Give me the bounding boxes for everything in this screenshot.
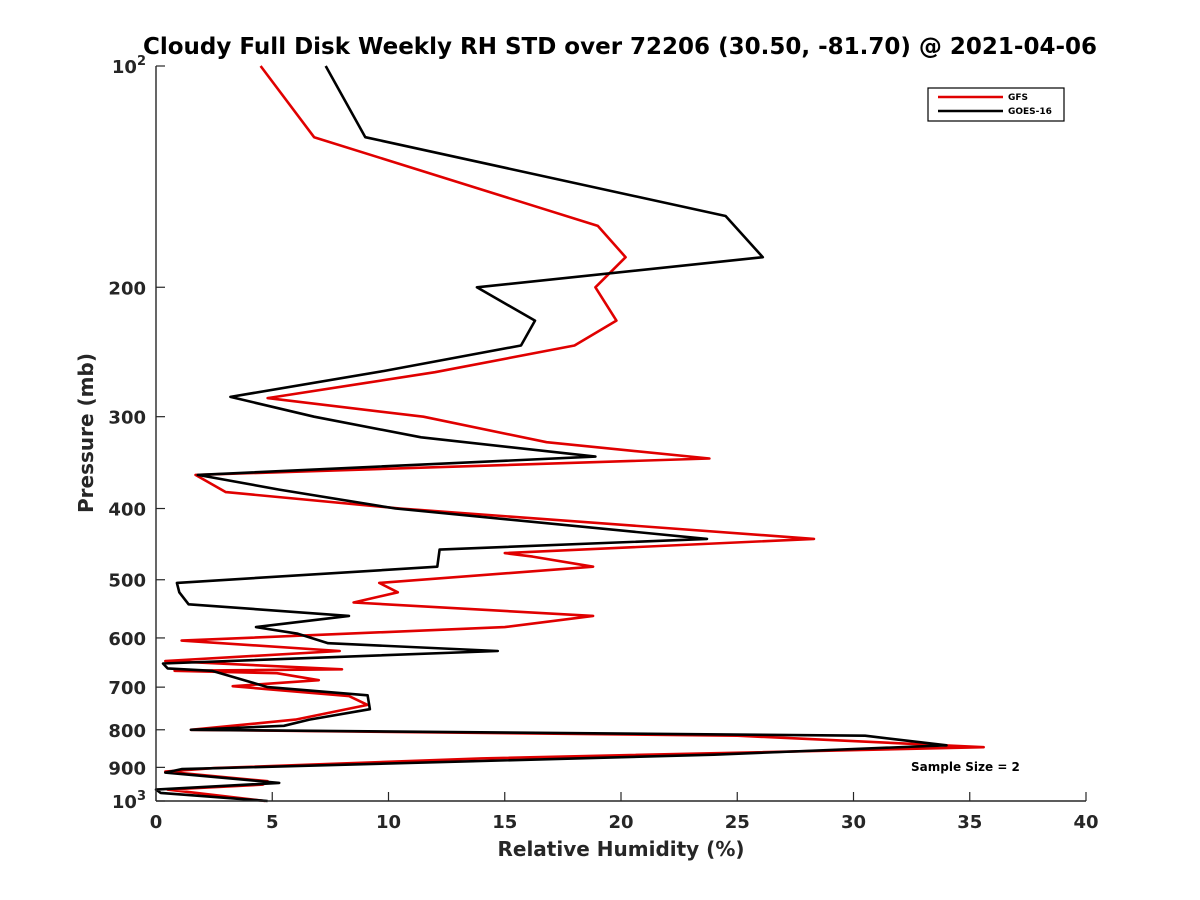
series-layer [154,65,986,803]
x-tick-label: 5 [266,812,279,833]
y-axis-label: Pressure (mb) [74,353,98,513]
y-tick-label: 102 [112,54,146,78]
x-ticks: 0 5 10 15 20 25 30 35 40 [150,792,1099,833]
y-tick-label: 400 [108,500,146,521]
legend-box [927,87,1065,122]
legend-label-gfs: GFS [1008,93,1028,103]
y-tick-label: 500 [108,571,146,592]
x-axis-label: Relative Humidity (%) [497,837,744,861]
sample-size-annotation: Sample Size = 2 [911,760,1020,774]
x-tick-label: 30 [841,812,866,833]
x-tick-label: 40 [1073,812,1098,833]
x-tick-label: 15 [492,812,517,833]
y-tick-label: 800 [108,721,146,742]
series-line-gfs [164,65,986,803]
legend-label-goes16: GOES-16 [1008,107,1052,117]
chart-title: Cloudy Full Disk Weekly RH STD over 7220… [143,34,1097,60]
legend: GFS GOES-16 [927,87,1065,122]
y-tick-label: 600 [108,629,146,650]
y-tick-label: 900 [108,758,146,779]
y-tick-label: 200 [108,278,146,299]
x-tick-label: 10 [376,812,401,833]
y-tick-label: 300 [108,408,146,429]
x-tick-label: 25 [725,812,750,833]
y-tick-label: 700 [108,678,146,699]
x-tick-label: 35 [957,812,982,833]
series-line-goes16 [154,65,948,803]
x-tick-label: 20 [608,812,633,833]
x-tick-label: 0 [150,812,163,833]
